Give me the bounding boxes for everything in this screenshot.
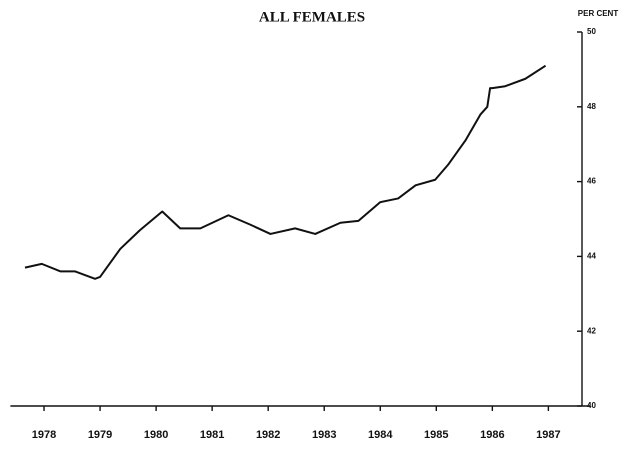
x-tick-label: 1980	[144, 429, 168, 441]
x-tick-label: 1985	[424, 429, 448, 441]
y-tick-label: 42	[587, 326, 596, 335]
x-tick-label: 1979	[88, 429, 112, 441]
y-tick-label: 46	[587, 177, 596, 186]
y-tick-label: 48	[587, 102, 596, 111]
x-tick-label: 1986	[480, 429, 504, 441]
x-tick-label: 1984	[368, 429, 393, 441]
y-tick-label: 50	[587, 27, 596, 36]
chart-title: ALL FEMALES	[259, 9, 365, 25]
y-axis-label: PER CENT	[578, 9, 619, 18]
x-tick-label: 1981	[200, 429, 224, 441]
x-tick-label: 1987	[536, 429, 560, 441]
x-tick-label: 1978	[32, 429, 56, 441]
y-tick-label: 44	[587, 252, 596, 261]
x-tick-label: 1983	[312, 429, 336, 441]
data-line	[24, 64, 547, 280]
y-tick-label: 40	[587, 401, 596, 410]
x-tick-label: 1982	[256, 429, 280, 441]
